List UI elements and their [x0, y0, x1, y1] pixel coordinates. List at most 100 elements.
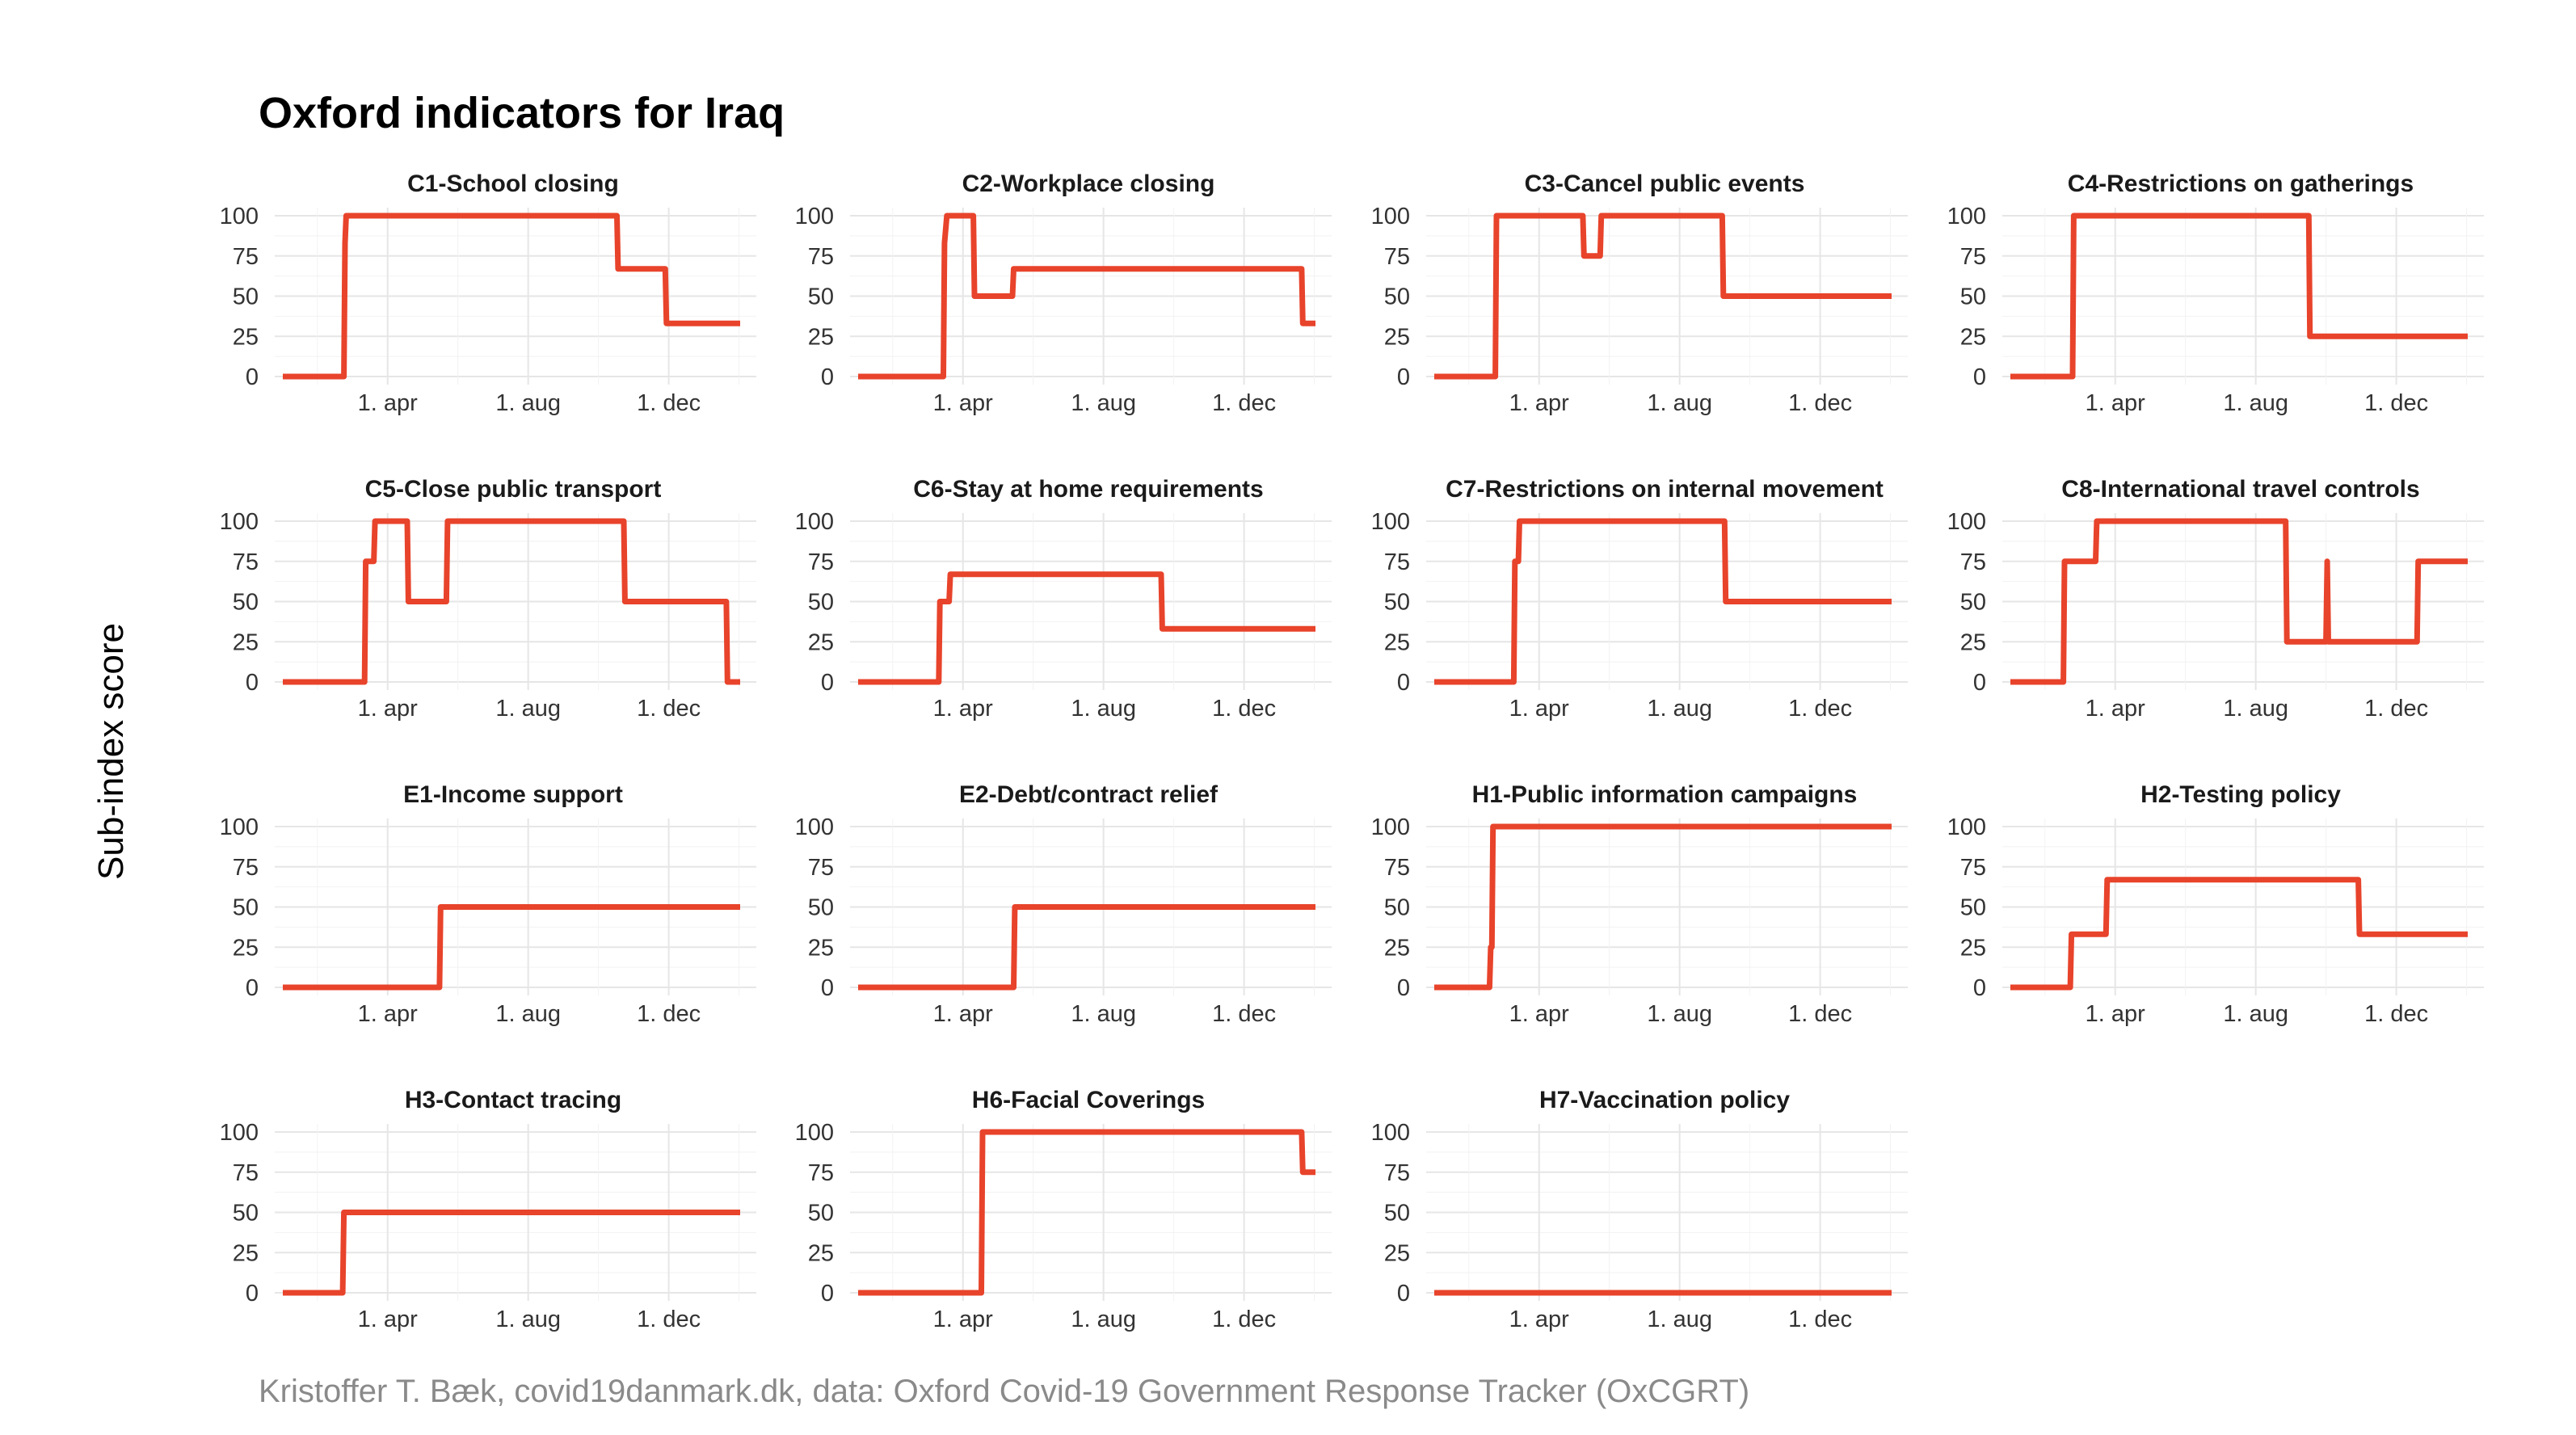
x-tick-label: 1. apr: [358, 390, 418, 416]
y-tick-label: 75: [1960, 244, 1986, 270]
y-tick-label: 0: [1973, 670, 1986, 696]
panel: H6-Facial Coverings 0 25 50 75 100 1. apr 1. au…: [795, 1087, 1332, 1332]
panel-title: C4-Restrictions on gatherings: [2068, 170, 2414, 197]
x-tick-label: 1. aug: [1071, 390, 1136, 416]
y-tick-label: 100: [1947, 204, 1986, 229]
y-tick-label: 75: [233, 549, 259, 575]
y-tick-label: 0: [246, 364, 259, 390]
y-tick-label: 100: [795, 204, 834, 229]
y-tick-label: 100: [1371, 1120, 1410, 1146]
panel-title: C7-Restrictions on internal movement: [1446, 476, 1884, 503]
x-tick-label: 1. aug: [1071, 696, 1136, 722]
y-tick-label: 25: [1960, 629, 1986, 655]
panel: C4-Restrictions on gatherings02550751001…: [1947, 170, 2484, 416]
x-tick-label: 1. aug: [495, 390, 561, 416]
y-tick-label: 75: [1960, 549, 1986, 575]
y-tick-label: 0: [1397, 364, 1410, 390]
x-tick-label: 1. apr: [2086, 390, 2145, 416]
y-tick-label: 25: [233, 324, 259, 350]
panel: C7-Restrictions on internal movement0255…: [1371, 476, 1908, 722]
panel: E1-Income support 0 25 50 75 100 1. apr 1. aug 1…: [220, 781, 756, 1027]
x-tick-label: 1. aug: [1071, 1307, 1136, 1332]
y-tick-label: 0: [821, 670, 834, 696]
y-tick-label: 25: [808, 935, 834, 961]
x-tick-label: 1. apr: [358, 1001, 418, 1027]
y-tick-label: 0: [1397, 1281, 1410, 1307]
panel-title: C2-Workplace closing: [962, 170, 1215, 197]
x-tick-label: 1. apr: [933, 1307, 993, 1332]
x-tick-label: 1. apr: [1509, 390, 1569, 416]
y-tick-label: 50: [1960, 284, 1986, 310]
y-tick-label: 0: [821, 975, 834, 1001]
x-tick-label: 1. apr: [933, 390, 993, 416]
x-tick-label: 1. dec: [1212, 390, 1276, 416]
y-axis-label: Sub-index score: [91, 623, 131, 880]
series-line: [2010, 880, 2468, 987]
chart-title: Oxford indicators for Iraq: [259, 89, 785, 137]
panel-title: C3-Cancel public events: [1525, 170, 1805, 197]
x-tick-label: 1. aug: [495, 1307, 561, 1332]
panel: H1-Public information campaigns 0 25 50 75 10…: [1371, 781, 1908, 1027]
y-tick-label: 50: [808, 284, 834, 310]
y-tick-label: 75: [808, 855, 834, 881]
y-tick-label: 75: [1384, 855, 1410, 881]
x-tick-label: 1. dec: [2364, 696, 2428, 722]
panel: E2-Debt/contract relief02550751001. apr 1…: [795, 781, 1332, 1027]
x-tick-label: 1. apr: [358, 1307, 418, 1332]
x-tick-label: 1. aug: [2223, 390, 2288, 416]
y-tick-label: 25: [1384, 629, 1410, 655]
x-tick-label: 1. apr: [2086, 696, 2145, 722]
panel-title: C5-Close public transport: [365, 476, 662, 503]
panel-title: H1-Public information campaigns: [1472, 781, 1858, 808]
panel-title: C1-School closing: [407, 170, 619, 197]
panel: C1-School closing 0 25 50 75 100 1. apr 1. aug 1…: [220, 170, 756, 416]
y-tick-label: 100: [795, 1120, 834, 1146]
y-tick-label: 25: [233, 1240, 259, 1266]
panel: H7-Vaccination policy 0 25 50 75 100 1. apr 1. …: [1371, 1087, 1908, 1332]
x-tick-label: 1. dec: [1788, 1001, 1852, 1027]
x-tick-label: 1. dec: [637, 1307, 701, 1332]
x-tick-label: 1. apr: [1509, 696, 1569, 722]
series-line: [858, 574, 1315, 682]
y-tick-label: 100: [1371, 509, 1410, 535]
panel-title: H6-Facial Coverings: [972, 1087, 1205, 1113]
y-tick-label: 50: [233, 590, 259, 616]
x-tick-label: 1. aug: [1647, 1001, 1712, 1027]
y-tick-label: 50: [808, 590, 834, 616]
x-tick-label: 1. dec: [1788, 390, 1852, 416]
y-tick-label: 100: [220, 1120, 259, 1146]
y-tick-label: 75: [1384, 1160, 1410, 1186]
panel: C2-Workplace closing 0 25 50 75 100 1. apr 1. a…: [795, 170, 1332, 416]
y-tick-label: 75: [233, 855, 259, 881]
panel-title: H2-Testing policy: [2140, 781, 2341, 808]
x-tick-label: 1. aug: [2223, 696, 2288, 722]
panel: H3-Contact tracing 0 25 50 75 100 1. apr 1. aug…: [220, 1087, 756, 1332]
y-tick-label: 50: [1960, 895, 1986, 921]
y-tick-label: 100: [1371, 204, 1410, 229]
y-tick-label: 50: [1960, 590, 1986, 616]
y-tick-label: 25: [1384, 324, 1410, 350]
x-tick-label: 1. dec: [1212, 1307, 1276, 1332]
panel-title: H7-Vaccination policy: [1539, 1087, 1790, 1113]
x-tick-label: 1. dec: [1212, 696, 1276, 722]
y-tick-label: 25: [233, 629, 259, 655]
y-tick-label: 25: [1384, 1240, 1410, 1266]
y-tick-label: 100: [795, 509, 834, 535]
y-tick-label: 25: [233, 935, 259, 961]
x-tick-label: 1. apr: [358, 696, 418, 722]
x-tick-label: 1. apr: [2086, 1001, 2145, 1027]
x-tick-label: 1. dec: [1212, 1001, 1276, 1027]
x-tick-label: 1. aug: [495, 696, 561, 722]
y-tick-label: 75: [1384, 244, 1410, 270]
x-tick-label: 1. aug: [1647, 1307, 1712, 1332]
x-tick-label: 1. apr: [933, 1001, 993, 1027]
y-tick-label: 25: [808, 324, 834, 350]
panel: C6-Stay at home requirements02550751001.…: [795, 476, 1332, 722]
x-tick-label: 1. apr: [933, 696, 993, 722]
y-tick-label: 0: [1397, 975, 1410, 1001]
y-tick-label: 50: [1384, 284, 1410, 310]
y-tick-label: 50: [233, 895, 259, 921]
x-tick-label: 1. dec: [1788, 1307, 1852, 1332]
y-tick-label: 100: [1947, 509, 1986, 535]
panel-title: C6-Stay at home requirements: [913, 476, 1263, 503]
